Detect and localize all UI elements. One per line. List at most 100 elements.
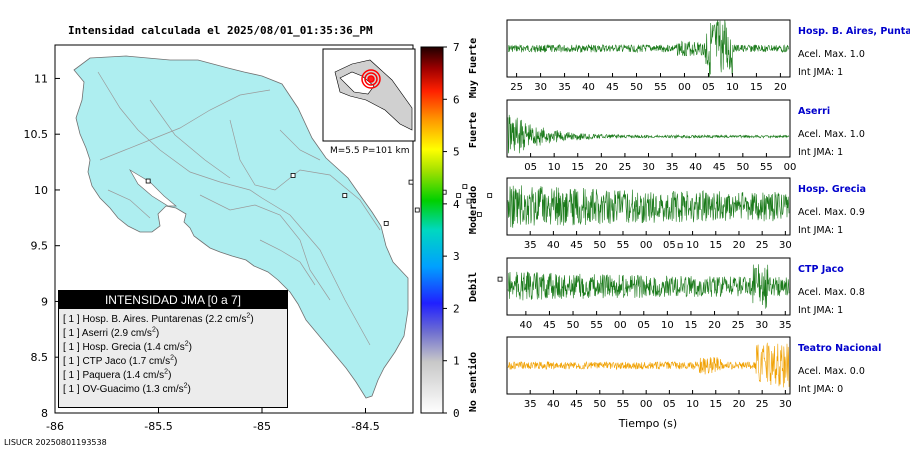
legend-row: [ 1 ] Hosp. Grecia (1.4 cm/s2) bbox=[59, 341, 287, 355]
seismogram-tick-label: 35 bbox=[666, 162, 679, 173]
seismogram-tick-label: 45 bbox=[713, 162, 726, 173]
colorbar-tick-label: 7 bbox=[453, 41, 460, 54]
epicenter-marker bbox=[364, 72, 378, 86]
road bbox=[199, 194, 331, 301]
legend-level: [ 1 ] bbox=[63, 342, 83, 353]
map-y-tick-label: 11 bbox=[34, 72, 48, 85]
seismogram-tick-label: 10 bbox=[686, 240, 699, 251]
seismogram-tick-label: 40 bbox=[582, 82, 595, 93]
legend-rows: [ 1 ] Hosp. B. Aires. Puntarenas (2.2 cm… bbox=[59, 309, 287, 397]
jma-intensity-label: Int JMA: 0 bbox=[798, 384, 843, 395]
seismogram-tick-label: 40 bbox=[519, 320, 532, 331]
station-name-label: Teatro Nacional bbox=[798, 343, 881, 354]
colorbar-category-label: Muy Fuerte bbox=[468, 38, 479, 98]
max-acceleration-label: Acel. Max. 0.9 bbox=[798, 207, 865, 218]
seismogram-tick-label: 55 bbox=[590, 320, 603, 331]
station-marker bbox=[408, 179, 414, 185]
map-y-tick-label: 8.5 bbox=[31, 351, 49, 364]
legend-unit-exponent: 2 bbox=[170, 354, 174, 362]
map-y-tick-label: 10 bbox=[34, 184, 48, 197]
seismogram-trace bbox=[507, 20, 790, 78]
legend-value: (2.2 cm/s bbox=[205, 314, 247, 325]
seismogram-tick-label: 55 bbox=[617, 240, 630, 251]
map-x-tick-label: -85.5 bbox=[144, 420, 172, 433]
seismogram-panel bbox=[506, 177, 791, 236]
colorbar-tick-label: 4 bbox=[453, 198, 460, 211]
jma-intensity-label: Int JMA: 1 bbox=[798, 67, 843, 78]
seismogram-tick-label: 45 bbox=[606, 82, 619, 93]
seismogram-tick-label: 55 bbox=[617, 399, 630, 410]
legend-station-name: Aserri bbox=[81, 328, 111, 339]
seismogram-tick-label: 20 bbox=[733, 399, 746, 410]
map-y-tick-label: 9.5 bbox=[31, 240, 49, 253]
seismogram-tick-label: 20 bbox=[595, 162, 608, 173]
seismogram-tick-label: 10 bbox=[726, 82, 739, 93]
seismogram-tick-label: 25 bbox=[510, 82, 523, 93]
seismogram-tick-label: 25 bbox=[756, 240, 769, 251]
map-y-tick-label: 9 bbox=[41, 295, 48, 308]
seismogram-tick-label: 05 bbox=[663, 399, 676, 410]
seismogram-tick-label: 10 bbox=[548, 162, 561, 173]
seismogram-panel bbox=[506, 257, 791, 316]
time-axis-label: Tiempo (s) bbox=[618, 417, 677, 430]
seismogram-tick-label: 15 bbox=[709, 240, 722, 251]
station-marker bbox=[462, 184, 468, 190]
seismogram-tick-label: 10 bbox=[661, 320, 674, 331]
seismogram-tick-label: 50 bbox=[567, 320, 580, 331]
seismogram-tick-label: 00 bbox=[784, 162, 797, 173]
seismogram-tick-label: 25 bbox=[619, 162, 632, 173]
road-network bbox=[97, 71, 381, 346]
legend-station-name: Hosp. Grecia bbox=[82, 342, 144, 353]
legend-row: [ 1 ] Aserri (2.9 cm/s2) bbox=[59, 327, 287, 341]
seismogram-tick-label: 05 bbox=[637, 320, 650, 331]
station-marker bbox=[145, 178, 151, 184]
map-x-tick-label: -86 bbox=[46, 420, 64, 433]
seismogram-panel bbox=[506, 19, 791, 78]
legend-station-name: Paquera bbox=[82, 370, 124, 381]
colorbar-tick-label: 2 bbox=[453, 302, 460, 315]
seismogram-panel bbox=[506, 336, 791, 395]
legend-unit-exponent: 2 bbox=[183, 382, 188, 390]
jma-intensity-label: Int JMA: 1 bbox=[798, 305, 843, 316]
seismogram-tick-label: 50 bbox=[736, 162, 749, 173]
max-acceleration-label: Acel. Max. 1.0 bbox=[798, 49, 865, 60]
seismogram-tick-label: 45 bbox=[543, 320, 556, 331]
legend-value-close: ) bbox=[250, 314, 254, 325]
station-name-label: Hosp. B. Aires, Puntare bbox=[798, 26, 910, 37]
max-acceleration-label: Acel. Max. 0.0 bbox=[798, 366, 865, 377]
legend-level: [ 1 ] bbox=[63, 328, 82, 339]
station-marker bbox=[290, 173, 296, 178]
seismogram-tick-label: 50 bbox=[630, 82, 643, 93]
footer-id: LISUCR 20250801193538 bbox=[4, 438, 107, 447]
colorbar-tick-label: 5 bbox=[453, 146, 460, 159]
legend-level: [ 1 ] bbox=[63, 370, 83, 381]
station-marker bbox=[414, 207, 420, 213]
map-x-tick-label: -84.5 bbox=[351, 420, 379, 433]
road bbox=[107, 189, 151, 219]
legend-value: (2.9 cm/s bbox=[110, 328, 152, 339]
colorbar-tick-label: 3 bbox=[453, 250, 460, 263]
station-name-label: Hosp. Grecia bbox=[798, 184, 866, 195]
seismogram-trace bbox=[507, 342, 790, 388]
seismogram-tick-label: 30 bbox=[779, 240, 792, 251]
seismogram-tick-label: 45 bbox=[570, 240, 583, 251]
seismogram-trace bbox=[507, 114, 790, 154]
seismogram-frame bbox=[506, 99, 791, 158]
seismogram-tick-label: 30 bbox=[642, 162, 655, 173]
colorbar-category-label: No sentido bbox=[467, 352, 479, 412]
legend-unit-exponent: 2 bbox=[164, 368, 169, 376]
seismogram-tick-label: 55 bbox=[760, 162, 773, 173]
seismogram-tick-label: 35 bbox=[779, 320, 792, 331]
seismogram-tick-label: 15 bbox=[685, 320, 698, 331]
costa-rica-landmass bbox=[73, 55, 409, 399]
road bbox=[259, 239, 316, 286]
legend-unit-exponent: 2 bbox=[184, 340, 189, 348]
max-acceleration-label: Acel. Max. 1.0 bbox=[798, 129, 865, 140]
legend-value-close: ) bbox=[187, 384, 191, 395]
station-marker bbox=[476, 212, 482, 217]
legend-value: (1.7 cm/s bbox=[128, 356, 171, 367]
legend-row: [ 1 ] CTP Jaco (1.7 cm/s2) bbox=[59, 355, 287, 369]
legend-level: [ 1 ] bbox=[63, 384, 83, 395]
road bbox=[99, 89, 271, 161]
